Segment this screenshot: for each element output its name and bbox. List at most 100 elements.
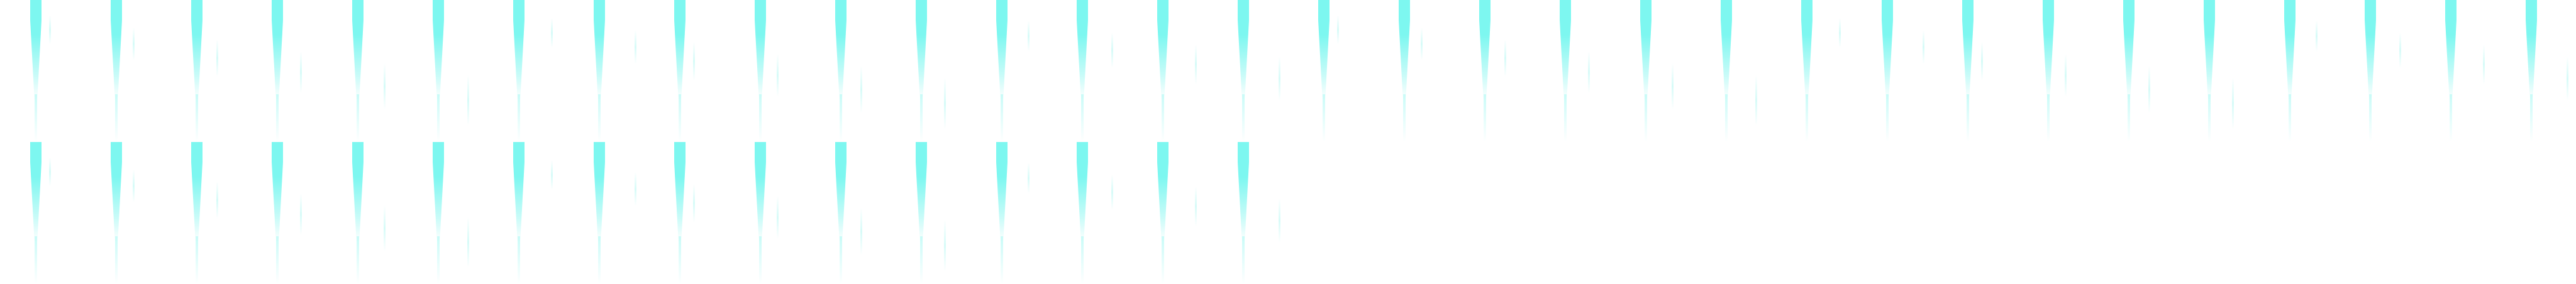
beam-core xyxy=(433,0,444,101)
light-streak xyxy=(635,172,636,206)
beam-core xyxy=(433,142,444,243)
beam-core xyxy=(2043,0,2054,101)
cyan-light-beam-icon xyxy=(996,142,1008,284)
sprite-frame xyxy=(322,0,402,142)
cyan-light-beam-icon xyxy=(674,142,686,284)
beam-core xyxy=(835,0,847,101)
cyan-light-beam-icon xyxy=(594,0,605,142)
cyan-light-beam-icon xyxy=(30,142,42,284)
light-streak xyxy=(1337,16,1339,44)
beam-tail xyxy=(920,94,923,142)
sprite-frame xyxy=(483,0,564,142)
sprite-frame xyxy=(1690,0,1771,142)
beam-core xyxy=(1318,0,1330,101)
sprite-frame xyxy=(402,142,483,284)
beam-core xyxy=(30,142,42,243)
sprite-frame xyxy=(2334,0,2415,142)
cyan-light-beam-icon xyxy=(916,142,927,284)
light-streak xyxy=(216,40,218,77)
beam-core xyxy=(2204,0,2215,101)
light-streak xyxy=(384,63,386,109)
sprite-frame xyxy=(0,0,80,142)
cyan-light-beam-icon xyxy=(272,142,283,284)
light-streak xyxy=(1195,45,1197,84)
beam-tail xyxy=(437,94,440,142)
sprite-frame xyxy=(1852,0,1932,142)
light-streak xyxy=(133,170,135,202)
beam-core xyxy=(1077,0,1088,101)
light-streak xyxy=(944,78,946,129)
light-streak xyxy=(467,217,469,268)
light-streak xyxy=(1421,28,1423,60)
beam-tail xyxy=(759,94,762,142)
beam-core xyxy=(1560,0,1571,101)
sprite-frame xyxy=(1208,0,1288,142)
sprite-frame xyxy=(242,0,322,142)
light-streak xyxy=(49,16,51,44)
beam-tail xyxy=(1162,236,1164,284)
light-streak xyxy=(1111,33,1113,68)
beam-core xyxy=(2284,0,2296,101)
sprite-frame xyxy=(724,142,805,284)
cyan-light-beam-icon xyxy=(1640,0,1652,142)
beam-tail xyxy=(518,236,520,284)
light-streak xyxy=(300,194,302,235)
cyan-light-beam-icon xyxy=(111,142,122,284)
light-streak xyxy=(49,158,51,186)
beam-tail xyxy=(1081,236,1084,284)
sprite-frame xyxy=(564,0,644,142)
light-streak xyxy=(1279,57,1280,101)
light-streak xyxy=(2567,57,2568,101)
beam-tail xyxy=(196,94,198,142)
cyan-light-beam-icon xyxy=(513,142,525,284)
cyan-light-beam-icon xyxy=(2123,0,2135,142)
sprite-frame xyxy=(483,142,564,284)
light-streak xyxy=(2065,54,2067,97)
cyan-light-beam-icon xyxy=(1479,0,1491,142)
beam-tail xyxy=(1725,94,1728,142)
beam-core xyxy=(272,142,283,243)
sprite-frame xyxy=(2254,0,2334,142)
cyan-light-beam-icon xyxy=(111,0,122,142)
sprite-frame xyxy=(805,0,886,142)
sprite-frame xyxy=(1530,0,1610,142)
beam-core xyxy=(1238,142,1249,243)
beam-core xyxy=(594,0,605,101)
beam-core xyxy=(1721,0,1732,101)
cyan-light-beam-icon xyxy=(594,142,605,284)
sprite-frame xyxy=(161,0,242,142)
light-streak xyxy=(1588,52,1590,93)
beam-tail xyxy=(840,236,842,284)
cyan-light-beam-icon xyxy=(1560,0,1571,142)
light-streak xyxy=(944,220,946,271)
beam-tail xyxy=(598,236,601,284)
sprite-frame xyxy=(1046,0,1127,142)
cyan-light-beam-icon xyxy=(272,0,283,142)
beam-tail xyxy=(1403,94,1406,142)
cyan-light-beam-icon xyxy=(1238,0,1249,142)
cyan-light-beam-icon xyxy=(1962,0,1974,142)
sprite-frame xyxy=(402,0,483,142)
light-streak xyxy=(551,18,553,48)
sprite-frame xyxy=(161,142,242,284)
beam-core xyxy=(111,0,122,101)
cyan-light-beam-icon xyxy=(1238,142,1249,284)
beam-core xyxy=(674,0,686,101)
beam-tail xyxy=(2450,94,2452,142)
cyan-light-beam-icon xyxy=(433,142,444,284)
sprite-frame xyxy=(80,142,161,284)
beam-tail xyxy=(1242,94,1245,142)
beam-core xyxy=(1882,0,1893,101)
beam-core xyxy=(916,142,927,243)
beam-tail xyxy=(1564,94,1567,142)
light-streak xyxy=(777,54,779,97)
beam-tail xyxy=(115,94,118,142)
beam-core xyxy=(352,0,364,101)
beam-core xyxy=(111,142,122,243)
beam-core xyxy=(2123,0,2135,101)
beam-tail xyxy=(1484,94,1486,142)
cyan-light-beam-icon xyxy=(835,0,847,142)
beam-tail xyxy=(2369,94,2372,142)
cyan-light-beam-icon xyxy=(1882,0,1893,142)
cyan-light-beam-icon xyxy=(996,0,1008,142)
